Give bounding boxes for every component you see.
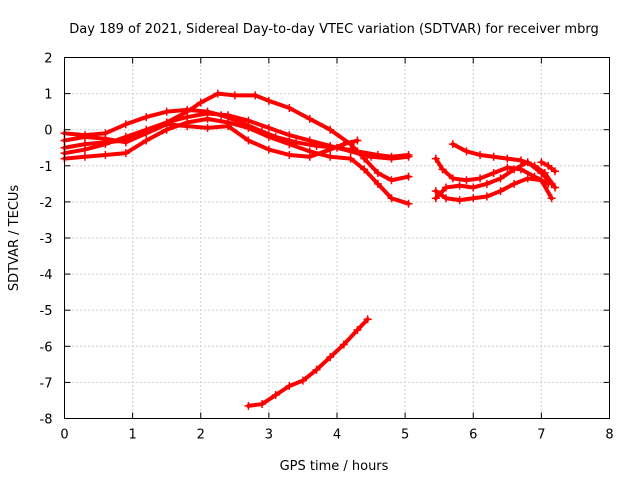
series-line xyxy=(62,111,411,161)
y-tick-label: -1 xyxy=(40,160,53,175)
x-tick-label: 4 xyxy=(333,428,341,443)
series-group xyxy=(60,89,559,410)
series-markers xyxy=(244,315,372,410)
chart-title: Day 189 of 2021, Sidereal Day-to-day VTE… xyxy=(69,22,598,37)
series-markers xyxy=(448,140,559,192)
y-tick-label: -5 xyxy=(40,304,53,319)
y-tick-label: -4 xyxy=(40,268,53,283)
x-tick-label: 1 xyxy=(128,428,136,443)
y-tick-label: -3 xyxy=(40,232,53,247)
x-tick-label: 3 xyxy=(265,428,273,443)
data-series-arc-2 xyxy=(60,89,413,185)
y-tick-label: -6 xyxy=(40,340,53,355)
series-line xyxy=(433,156,551,186)
y-tick-label: 1 xyxy=(44,88,52,103)
grid xyxy=(64,57,610,419)
data-series-arc-9 xyxy=(448,140,559,192)
y-tick-label: -7 xyxy=(40,376,53,391)
x-tick-label: 6 xyxy=(469,428,477,443)
series-line xyxy=(62,122,360,159)
series-line xyxy=(246,317,370,408)
series-markers xyxy=(60,89,413,185)
y-axis-label: SDTVAR / TECUs xyxy=(7,185,22,292)
x-tick-label: 8 xyxy=(605,428,613,443)
y-tick-label: -8 xyxy=(40,413,53,428)
x-axis-label: GPS time / hours xyxy=(280,459,389,474)
y-tick-label: 2 xyxy=(44,52,52,67)
series-markers xyxy=(537,158,559,176)
data-series-arc-8 xyxy=(431,154,553,188)
y-tick-label: -2 xyxy=(40,196,53,211)
y-tick-label: 0 xyxy=(44,124,52,139)
series-markers xyxy=(431,154,553,188)
x-tick-label: 2 xyxy=(197,428,205,443)
data-series-arc-11 xyxy=(244,315,372,410)
x-tick-label: 5 xyxy=(401,428,409,443)
axis-ticks: 0 1 2 3 4 5 6 7 8 -8 -7 -6 -5 -4 -3 -2 -1 0 1 2 xyxy=(40,52,614,443)
x-tick-label: 7 xyxy=(537,428,545,443)
data-series-arc-10 xyxy=(537,158,559,176)
x-tick-label: 0 xyxy=(60,428,68,443)
